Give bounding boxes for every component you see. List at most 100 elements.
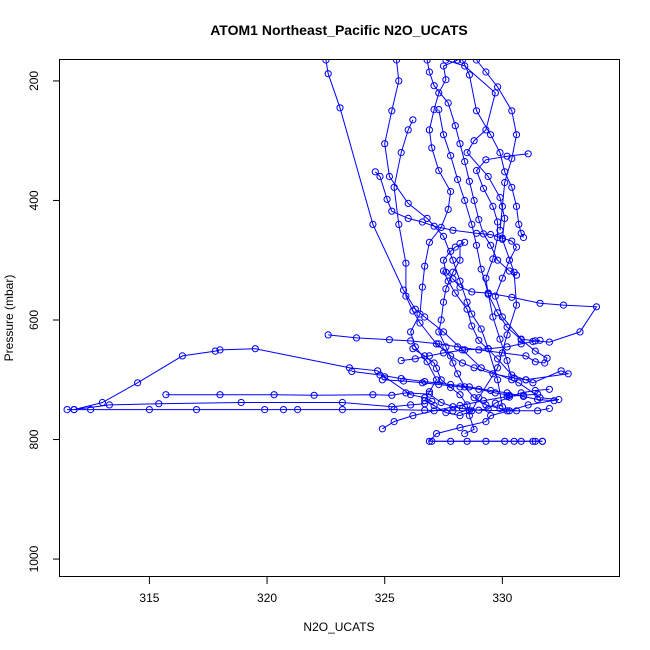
data-point [439,62,448,70]
data-point [501,437,509,445]
data-point [515,379,523,387]
data-point [454,175,462,184]
data-point [430,222,438,230]
data-point [371,168,379,176]
data-point [348,367,356,375]
data-point [237,398,245,407]
data-point [468,288,476,296]
x-tick-label: 325 [375,591,395,605]
data-point [279,406,288,414]
data-point [496,335,504,343]
data-point [456,401,464,410]
data-point [508,293,516,301]
data-point [439,131,448,139]
data-point [458,359,466,367]
data-point [439,232,448,240]
data-point [456,239,464,248]
data-point [494,364,502,372]
data-point [216,391,224,399]
data-point [489,313,497,321]
data-point [536,336,544,344]
data-point [522,352,530,360]
data-point [435,340,443,348]
data-point [461,430,469,438]
data-point [529,337,537,346]
data-point [512,407,521,415]
data-point [456,412,464,420]
data-point [498,274,506,282]
data-point [465,412,473,420]
data-point [498,313,506,321]
data-point [482,418,490,426]
data-point [472,60,481,64]
data-point [439,256,448,264]
data-point [192,406,201,414]
data-point [484,289,492,297]
data-point [538,437,547,445]
data-point [482,68,490,76]
data-point [447,380,455,389]
data-point [503,323,511,331]
data-point [456,140,464,148]
data-point [491,292,499,300]
data-point [477,265,485,273]
data-point [458,60,466,64]
data-point [397,357,405,365]
data-point [390,418,398,426]
data-point [251,345,259,353]
y-tick-label: 1000 [27,545,41,572]
data-point [338,398,346,407]
data-point [395,77,403,85]
x-tick-label: 320 [257,591,277,605]
data-point [534,395,542,404]
y-tick-label: 200 [27,71,41,91]
data-point [270,391,278,399]
data-point [503,407,511,415]
data-point [261,406,269,414]
data-point [425,68,433,76]
data-point [442,409,450,417]
data-point [407,337,415,345]
data-point [468,310,476,318]
data-point [442,285,450,293]
x-axis-label: N2O_UCATS [303,620,374,634]
data-point [162,391,170,399]
data-point [98,398,107,407]
y-axis: 200 400 600 800 1000 [27,71,60,572]
data-point [465,383,473,391]
data-point [399,377,408,385]
series-line-14 [461,60,524,238]
data-point [543,354,551,362]
data-point [508,376,516,384]
data-point [456,383,464,391]
x-tick-label: 315 [139,591,159,605]
data-point [496,226,504,234]
data-point [444,205,452,213]
chart-title: ATOM1 Northeast_Pacific N2O_UCATS [210,22,468,38]
data-point [477,364,485,372]
data-point [439,267,448,275]
data-point [454,60,462,64]
data-point [517,437,525,445]
data-point [402,259,410,267]
data-point [376,172,384,181]
data-point [432,340,441,348]
data-point [498,403,506,411]
data-point [435,380,443,389]
data-point [463,149,471,157]
data-point [418,283,426,291]
data-point [425,390,433,398]
data-point [487,131,495,139]
data-point [324,331,332,339]
data-point [428,397,436,405]
data-point [178,352,186,360]
data-point [383,195,391,203]
data-point [407,391,415,399]
data-point [468,322,476,330]
data-point [444,99,452,107]
data-point [531,347,539,355]
data-point [472,167,481,175]
data-point [134,379,142,387]
data-point [428,437,436,445]
data-point [439,328,448,336]
